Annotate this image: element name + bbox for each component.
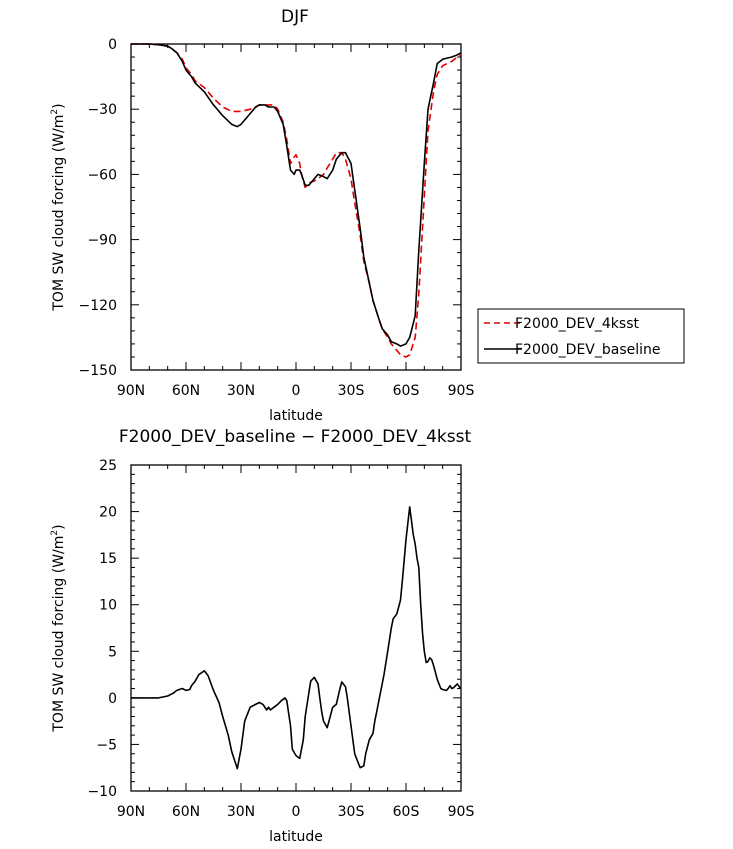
x-tick-label: 60N [172, 383, 200, 399]
x-tick-label: 60S [393, 804, 420, 820]
plot-frame [130, 43, 462, 371]
x-tick-label: 60N [172, 804, 200, 820]
legend-label-baseline: F2000_DEV_baseline [515, 342, 661, 358]
x-tick-label: 60S [393, 383, 420, 399]
y-axis-label-end: ) [51, 103, 67, 108]
x-tick-label: 30N [227, 383, 255, 399]
y-tick-label: −10 [87, 784, 117, 800]
y-tick-label: −120 [79, 298, 117, 314]
axis-ticks [130, 464, 462, 792]
y-tick-label: −90 [87, 233, 117, 249]
plot-frame [130, 464, 462, 792]
panel-djf: DJF 90N 60N 30N 0 30S 60S 90S 0 −30 −60 −90 −120 −1… [50, 7, 685, 424]
x-tick-label: 30S [338, 804, 365, 820]
y-axis-label-main: TOM SW cloud forcing (W/m [51, 536, 67, 733]
y-axis-label-end: ) [51, 524, 67, 529]
y-tick-label: 10 [99, 598, 117, 614]
chart-title: DJF [281, 7, 309, 27]
y-tick-label: −60 [87, 167, 117, 183]
x-tick-labels: 90N 60N 30N 0 30S 60S 90S [117, 804, 475, 820]
legend-box [477, 308, 685, 364]
y-axis-label: TOM SW cloud forcing (W/m2) [50, 524, 67, 732]
series-line-f2000-dev-4ksst [131, 43, 462, 358]
panel-difference: F2000_DEV_baseline − F2000_DEV_4ksst 90N… [50, 427, 474, 845]
y-tick-label: 0 [108, 691, 117, 707]
legend-label-4ksst: F2000_DEV_4ksst [515, 316, 639, 332]
x-tick-label: 0 [292, 383, 301, 399]
y-tick-labels: 0 −30 −60 −90 −120 −150 [79, 37, 117, 379]
x-tick-label: 90N [117, 804, 145, 820]
y-tick-label: 20 [99, 505, 117, 521]
series-line-difference [131, 506, 462, 770]
series-line-f2000-dev-baseline [131, 43, 462, 347]
series-group [131, 43, 462, 358]
y-tick-label: −30 [87, 102, 117, 118]
y-axis-label-sup: 2 [50, 109, 60, 115]
x-tick-label: 0 [292, 804, 301, 820]
y-tick-label: −150 [79, 363, 117, 379]
chart-title: F2000_DEV_baseline − F2000_DEV_4ksst [119, 427, 472, 447]
x-tick-label: 90N [117, 383, 145, 399]
y-tick-label: −5 [96, 737, 117, 753]
y-axis-label-sup: 2 [50, 530, 60, 536]
x-axis-label: latitude [269, 408, 323, 424]
y-tick-label: 5 [108, 644, 117, 660]
legend: F2000_DEV_4ksst F2000_DEV_baseline [477, 308, 685, 364]
x-axis-label: latitude [269, 829, 323, 845]
y-tick-label: 0 [108, 37, 117, 53]
y-axis-label: TOM SW cloud forcing (W/m2) [50, 103, 67, 311]
x-tick-label: 30S [338, 383, 365, 399]
series-group [131, 506, 462, 770]
y-tick-label: 15 [99, 551, 117, 567]
y-axis-label-main: TOM SW cloud forcing (W/m [51, 115, 67, 312]
x-tick-label: 90S [448, 383, 475, 399]
y-tick-label: 25 [99, 458, 117, 474]
x-tick-label: 90S [448, 804, 475, 820]
x-tick-label: 30N [227, 804, 255, 820]
y-tick-labels: 25 20 15 10 5 0 −5 −10 [87, 458, 117, 800]
x-tick-labels: 90N 60N 30N 0 30S 60S 90S [117, 383, 475, 399]
axis-ticks [130, 43, 462, 371]
